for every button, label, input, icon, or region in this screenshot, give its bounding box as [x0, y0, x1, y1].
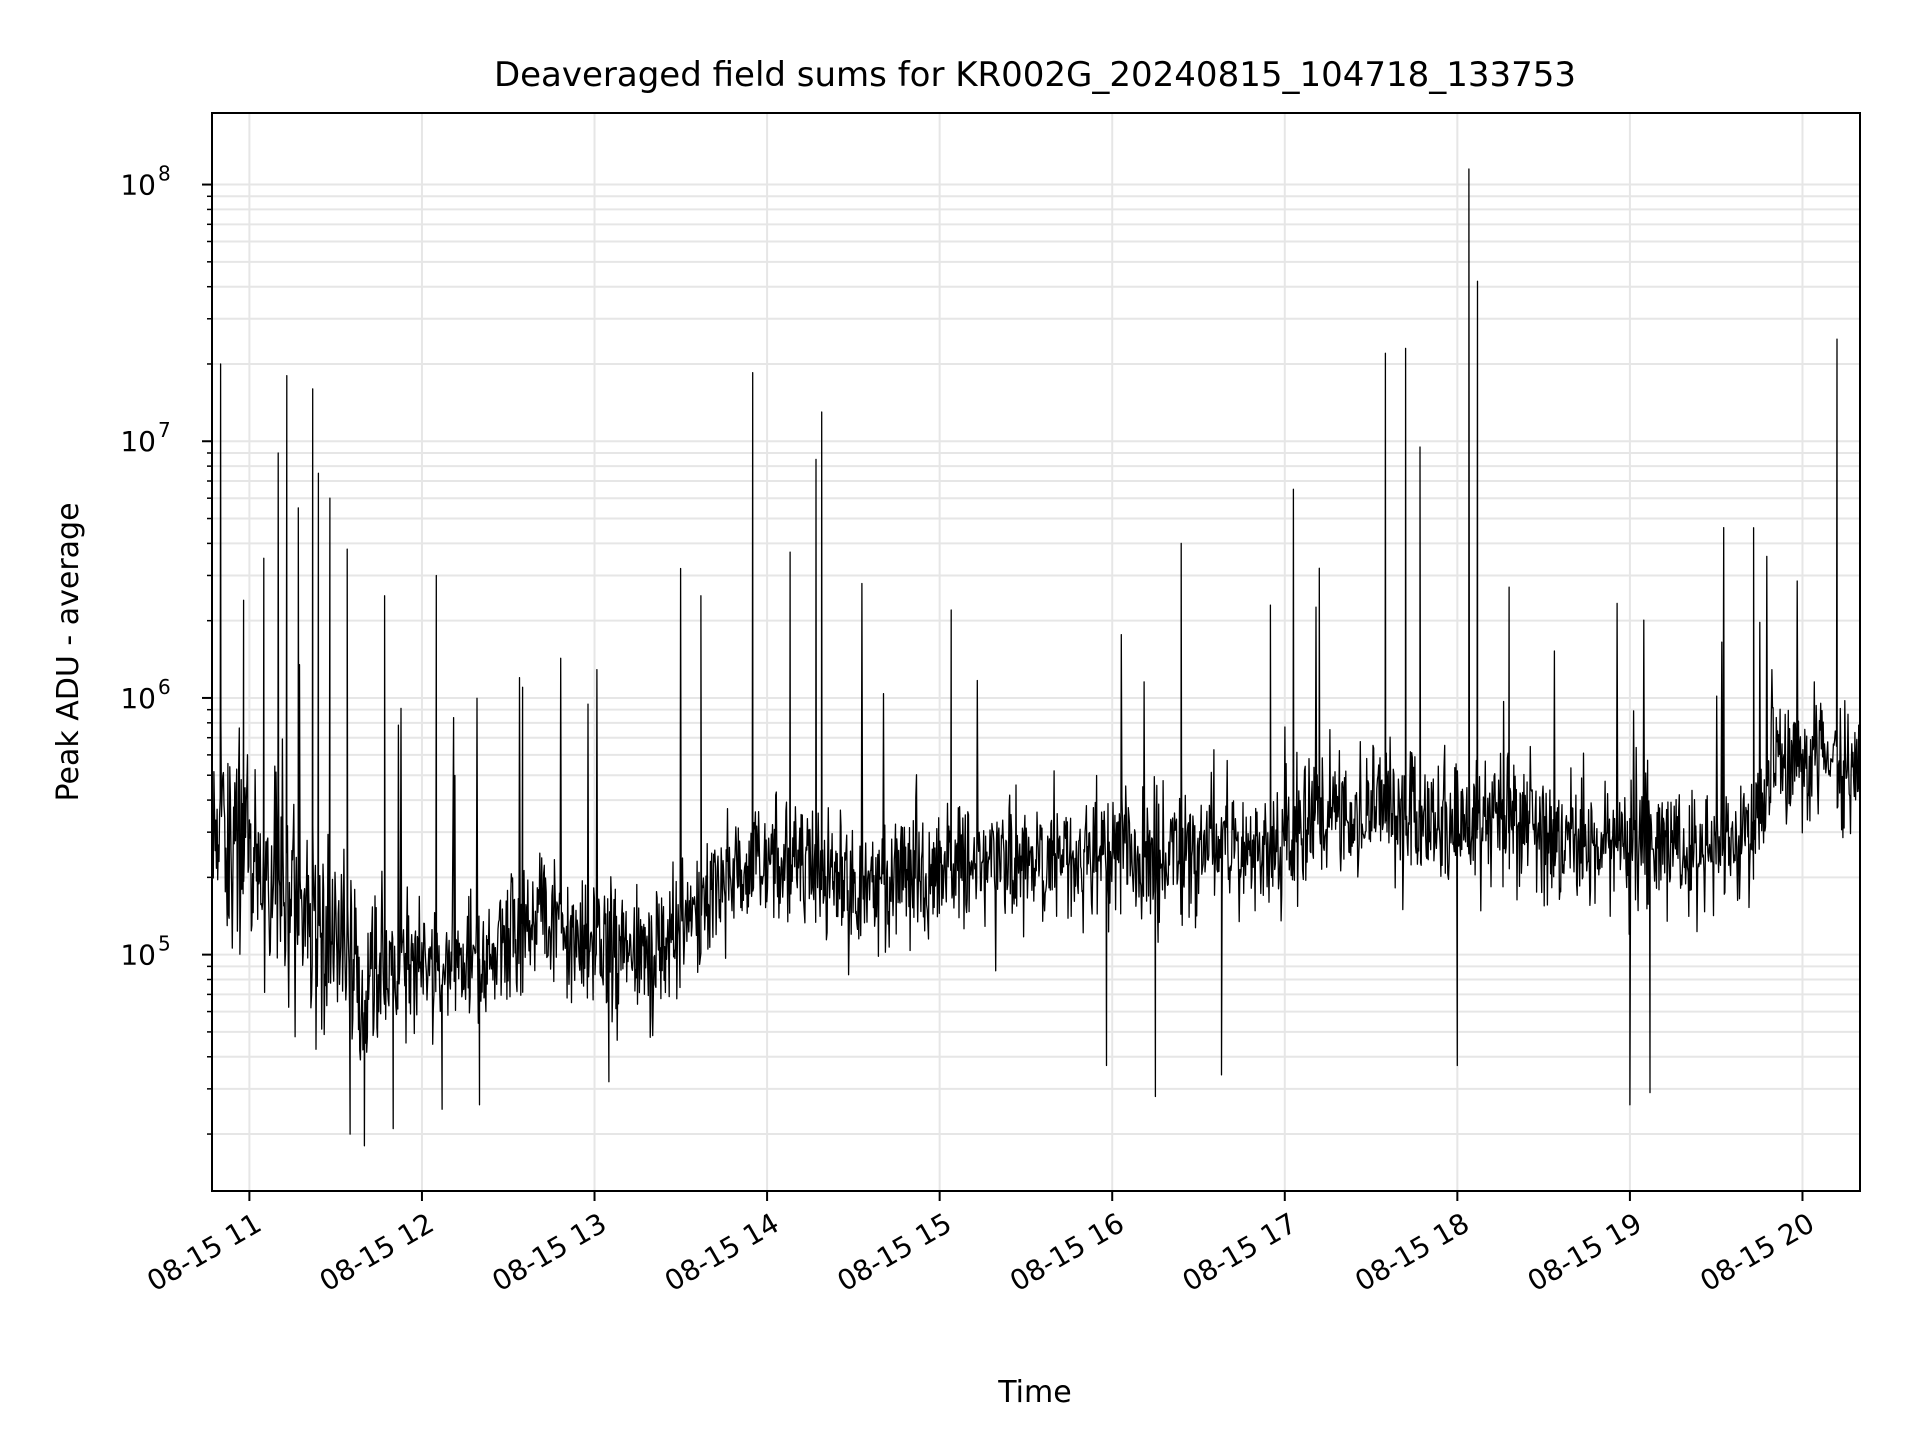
grid: [212, 113, 1860, 1191]
y-tick-label: 10: [120, 425, 156, 458]
y-tick-exponent: 5: [158, 932, 171, 956]
y-tick-label: 10: [120, 682, 156, 715]
plot-frame: [211, 112, 1861, 1192]
y-axis-label: Peak ADU - average: [51, 502, 86, 801]
y-tick-exponent: 6: [158, 675, 171, 699]
y-tick-label: 10: [120, 169, 156, 202]
y-tick-label: 10: [120, 939, 156, 972]
y-tick-exponent: 7: [158, 418, 171, 442]
y-tick-exponent: 8: [158, 162, 171, 186]
chart-title: Deaveraged field sums for KR002G_2024081…: [494, 55, 1576, 95]
series-line: [212, 168, 1860, 1147]
x-axis-label: Time: [997, 1375, 1071, 1410]
series-path: [212, 168, 1860, 1147]
